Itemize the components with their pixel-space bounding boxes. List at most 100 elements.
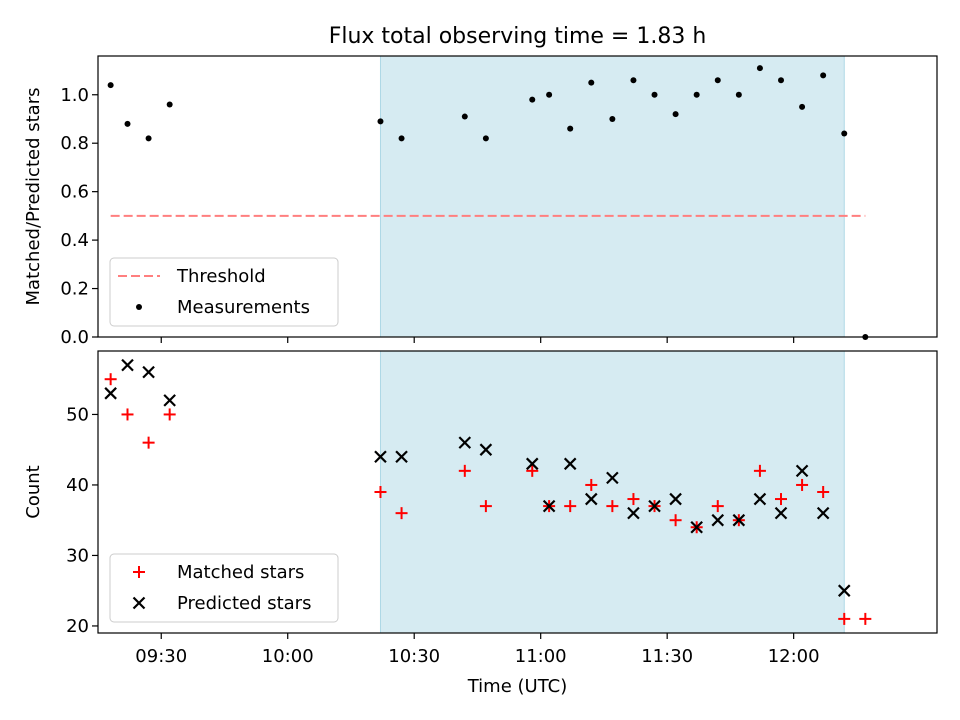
data-point xyxy=(567,125,574,132)
x-marker-b xyxy=(585,492,598,506)
y-tick-label: 50 xyxy=(66,404,89,425)
legend: Threshold Measurements xyxy=(109,257,339,327)
data-point xyxy=(585,478,598,491)
data-point xyxy=(732,513,746,527)
x-marker-b xyxy=(142,365,155,379)
series-predicted-stars xyxy=(104,358,851,597)
data-point xyxy=(753,464,766,477)
x-marker-b xyxy=(795,464,809,478)
x-marker-b xyxy=(542,499,556,513)
data-point xyxy=(563,457,577,471)
data-point xyxy=(756,65,763,72)
data-point xyxy=(859,612,872,625)
data-point xyxy=(163,408,176,421)
observing-window-span xyxy=(379,55,845,338)
data-point xyxy=(690,520,703,534)
data-point xyxy=(374,450,387,464)
data-point xyxy=(124,120,131,127)
data-point xyxy=(774,506,788,520)
y-tick-label: 30 xyxy=(66,545,89,566)
data-point xyxy=(838,612,851,625)
y-tick-label: 20 xyxy=(66,616,89,637)
legend-label: Matched stars xyxy=(177,562,304,583)
data-point xyxy=(816,506,830,520)
data-point xyxy=(588,79,595,86)
series-measurements xyxy=(107,65,869,340)
data-point xyxy=(458,464,471,477)
data-point xyxy=(142,436,155,449)
legend: Matched stars Predicted stars xyxy=(109,553,339,623)
data-point xyxy=(374,486,387,498)
data-point xyxy=(529,96,536,103)
data-point xyxy=(525,457,539,471)
data-point xyxy=(820,72,827,79)
x-marker-b xyxy=(104,387,117,400)
data-point xyxy=(107,82,114,89)
x-marker-b xyxy=(753,492,767,506)
x-marker-b xyxy=(690,520,703,534)
data-point xyxy=(627,506,640,520)
data-point xyxy=(461,113,468,120)
x-marker-b xyxy=(816,506,830,520)
data-point xyxy=(564,500,577,513)
data-point xyxy=(837,584,851,597)
x-marker-b xyxy=(837,584,851,597)
x-tick-label: 11:30 xyxy=(641,646,693,667)
data-point xyxy=(735,91,742,98)
data-point xyxy=(795,464,809,478)
data-point xyxy=(163,394,176,407)
legend-handle-dot xyxy=(136,304,142,310)
x-marker-b xyxy=(732,513,746,527)
data-point xyxy=(714,77,721,84)
legend-box xyxy=(109,553,339,623)
data-point xyxy=(711,513,725,527)
y-tick-label: 0.8 xyxy=(60,133,89,154)
x-marker-b xyxy=(395,450,408,464)
y-tick-label: 40 xyxy=(66,475,89,496)
data-point xyxy=(778,77,785,84)
data-point xyxy=(672,111,679,118)
data-point xyxy=(145,135,152,142)
x-tick-label: 11:00 xyxy=(515,646,567,667)
y-tick-label: 0.0 xyxy=(60,327,89,348)
x-marker-b xyxy=(163,394,176,407)
x-tick-label: 10:00 xyxy=(262,646,314,667)
x-marker-b xyxy=(374,450,387,464)
x-marker-b xyxy=(121,358,134,372)
data-point xyxy=(121,358,134,372)
x-marker-b xyxy=(711,513,725,527)
x-marker-b xyxy=(627,506,640,520)
data-point xyxy=(841,130,848,137)
data-point xyxy=(753,492,767,506)
data-point xyxy=(648,499,661,513)
observing-window-span xyxy=(379,350,845,634)
legend-label: Predicted stars xyxy=(177,593,311,614)
axes-frame xyxy=(97,350,938,634)
data-point xyxy=(121,408,134,421)
data-point xyxy=(166,101,173,108)
x-tick-label: 12:00 xyxy=(768,646,820,667)
data-point xyxy=(799,103,806,110)
data-point xyxy=(479,500,492,513)
data-point xyxy=(546,91,553,98)
data-point xyxy=(693,91,700,98)
x-axis-label: Time (UTC) xyxy=(467,676,568,697)
legend-handle-x-b xyxy=(132,596,146,610)
data-point xyxy=(609,115,616,122)
data-point xyxy=(104,387,117,400)
data-point xyxy=(526,464,539,477)
data-point xyxy=(482,135,489,142)
data-point xyxy=(398,135,405,142)
data-point xyxy=(630,77,637,84)
legend-box xyxy=(109,257,339,327)
chart-panel-1: 0.0 0.2 0.4 0.6 0.8 1.0 Matched/Predicted star… xyxy=(23,24,938,348)
data-point xyxy=(542,499,556,513)
x-tick-label: 09:30 xyxy=(135,646,187,667)
data-point xyxy=(479,443,493,456)
legend-label: Measurements xyxy=(177,297,310,318)
axes-frame xyxy=(97,55,938,338)
data-point xyxy=(606,500,619,513)
chart-panel-2: 20 30 40 50 09:30 10:00 10:30 11:00 11:30 12:00 Co… xyxy=(23,350,938,697)
series-matched-stars xyxy=(104,373,872,625)
data-point xyxy=(377,118,384,125)
